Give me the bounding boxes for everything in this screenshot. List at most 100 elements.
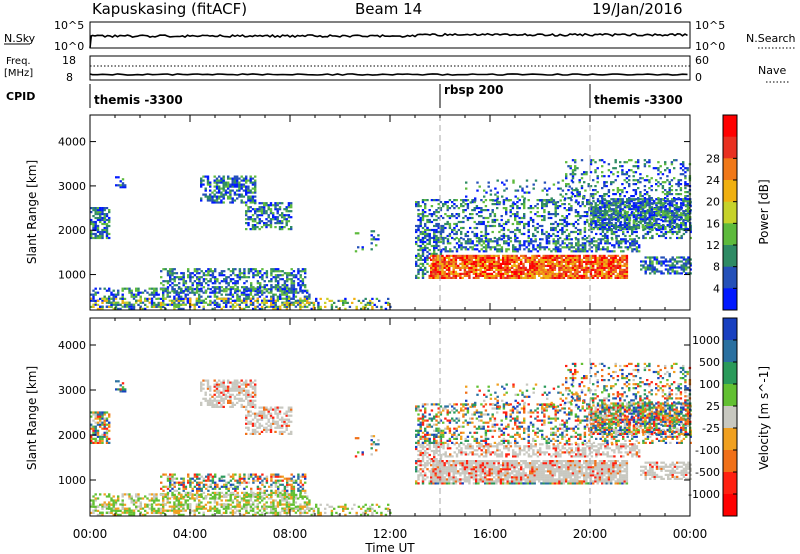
power-cell xyxy=(630,169,633,172)
power-cell xyxy=(99,215,102,218)
power-cell xyxy=(445,266,449,269)
power-cell xyxy=(549,266,552,269)
power-cell xyxy=(686,208,690,211)
power-cell xyxy=(498,244,501,247)
power-cell xyxy=(479,262,482,265)
power-cell xyxy=(437,238,440,242)
power-cell xyxy=(269,224,273,227)
power-cell xyxy=(173,301,176,304)
power-cell xyxy=(200,282,203,285)
power-cell xyxy=(233,199,237,202)
power-cell xyxy=(517,270,521,273)
power-cell xyxy=(233,185,237,188)
power-cell xyxy=(541,230,544,234)
power-cell xyxy=(571,268,575,271)
power-cell xyxy=(553,254,557,257)
power-cell xyxy=(664,258,668,261)
power-cell xyxy=(533,276,536,279)
power-cell xyxy=(578,260,581,263)
power-cell xyxy=(556,262,559,265)
power-cell xyxy=(659,200,663,203)
power-cell xyxy=(577,211,580,214)
power-cell xyxy=(646,191,649,194)
power-cell xyxy=(453,226,456,230)
power-cell xyxy=(548,248,551,251)
power-cell xyxy=(222,301,226,304)
power-cell xyxy=(595,244,598,247)
power-cell xyxy=(108,211,111,214)
power-cell xyxy=(297,301,300,304)
power-cell xyxy=(580,258,584,261)
power-cell xyxy=(421,274,425,277)
power-cell xyxy=(242,179,246,182)
power-cell xyxy=(561,218,564,222)
power-cell xyxy=(505,250,508,253)
power-cell xyxy=(542,268,545,271)
power-cell xyxy=(184,303,187,306)
power-cell xyxy=(592,220,595,223)
power-cell xyxy=(110,301,113,304)
power-cell xyxy=(567,260,570,263)
power-cell xyxy=(236,189,239,192)
power-cell xyxy=(426,256,429,259)
power-cell xyxy=(238,181,241,184)
power-cell xyxy=(604,240,607,243)
power-cell xyxy=(467,238,470,241)
power-cell xyxy=(218,274,221,277)
power-cell xyxy=(635,198,638,201)
power-cell xyxy=(243,270,246,273)
power-cell xyxy=(546,193,549,196)
power-cell xyxy=(661,185,665,188)
power-cell xyxy=(638,250,641,253)
power-cell xyxy=(590,240,594,243)
power-cell xyxy=(677,198,681,201)
power-cell xyxy=(278,228,282,231)
power-cell xyxy=(238,177,241,180)
power-cell xyxy=(614,200,618,203)
power-cell xyxy=(668,204,672,207)
power-cell xyxy=(276,216,279,219)
power-cell xyxy=(509,205,512,208)
power-cell xyxy=(218,288,221,291)
power-cell xyxy=(635,240,639,243)
power-cell xyxy=(491,218,494,222)
power-cell xyxy=(576,167,579,170)
power-cell xyxy=(211,307,214,310)
power-cell xyxy=(220,272,224,275)
power-cell xyxy=(687,260,690,263)
power-cell xyxy=(175,284,179,287)
power-cell xyxy=(603,198,606,201)
power-cell xyxy=(218,201,221,204)
power-cell xyxy=(612,254,615,257)
power-cell xyxy=(281,228,284,231)
power-cell xyxy=(200,284,203,287)
power-cell xyxy=(584,246,587,249)
power-cell xyxy=(657,169,660,172)
power-cell xyxy=(446,238,450,241)
power-cell xyxy=(531,276,534,279)
power-cell xyxy=(330,303,334,306)
power-cell xyxy=(150,301,154,304)
power-cell xyxy=(281,220,284,223)
power-cell xyxy=(236,274,239,277)
power-cell xyxy=(626,216,629,219)
power-cell xyxy=(610,216,613,219)
power-cell xyxy=(466,234,470,238)
power-cell xyxy=(448,264,451,267)
power-cell xyxy=(589,195,593,198)
power-cell xyxy=(509,209,512,212)
power-cell xyxy=(218,189,221,192)
power-cell xyxy=(532,244,535,247)
power-cell xyxy=(169,272,172,275)
power-cell xyxy=(241,286,244,289)
power-cell xyxy=(673,230,677,234)
power-cell xyxy=(355,305,358,308)
power-cell xyxy=(499,264,503,267)
power-cell xyxy=(678,230,681,234)
power-cell xyxy=(637,216,641,220)
power-cell xyxy=(233,175,237,178)
power-cell xyxy=(220,289,223,292)
power-cell xyxy=(562,274,566,277)
power-cell xyxy=(489,199,492,202)
power-cell xyxy=(601,195,604,198)
